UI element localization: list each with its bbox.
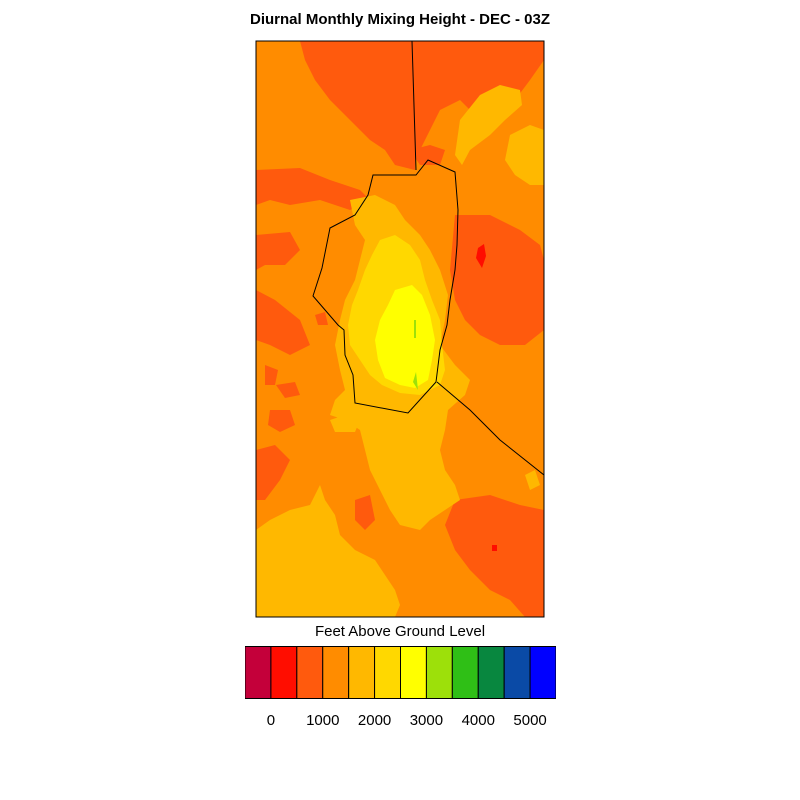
legend-swatch: [451, 646, 479, 699]
legend-swatch: [348, 646, 376, 699]
legend-tick-label: 1000: [306, 712, 340, 729]
legend-swatch: [296, 646, 324, 699]
legend-swatch: [374, 646, 402, 699]
legend-tick-label: 3000: [409, 712, 444, 729]
legend-swatch: [477, 646, 505, 699]
legend-swatch: [245, 646, 272, 699]
legend-tick-label: 0: [266, 712, 276, 729]
color-legend-bar: [245, 646, 556, 699]
legend-tick-label: 2000: [357, 712, 392, 729]
legend-swatch: [425, 646, 453, 699]
field-peak-regions: [413, 320, 418, 390]
field-lowest-regions: [476, 244, 497, 551]
legend-swatch: [270, 646, 298, 699]
map-frame: [255, 40, 545, 618]
field-high-regions: [375, 285, 435, 388]
legend-swatch: [322, 646, 350, 699]
legend-tick-label: 5000: [513, 712, 547, 729]
boundary-lines: [312, 41, 544, 476]
legend-swatch: [529, 646, 556, 699]
legend-swatch: [400, 646, 427, 699]
legend-title: Feet Above Ground Level: [314, 623, 486, 640]
legend-tick-label: 4000: [461, 712, 495, 729]
chart-title: Diurnal Monthly Mixing Height - DEC - 03…: [250, 11, 550, 28]
field-low-regions: [256, 41, 544, 617]
legend-swatch: [503, 646, 531, 699]
